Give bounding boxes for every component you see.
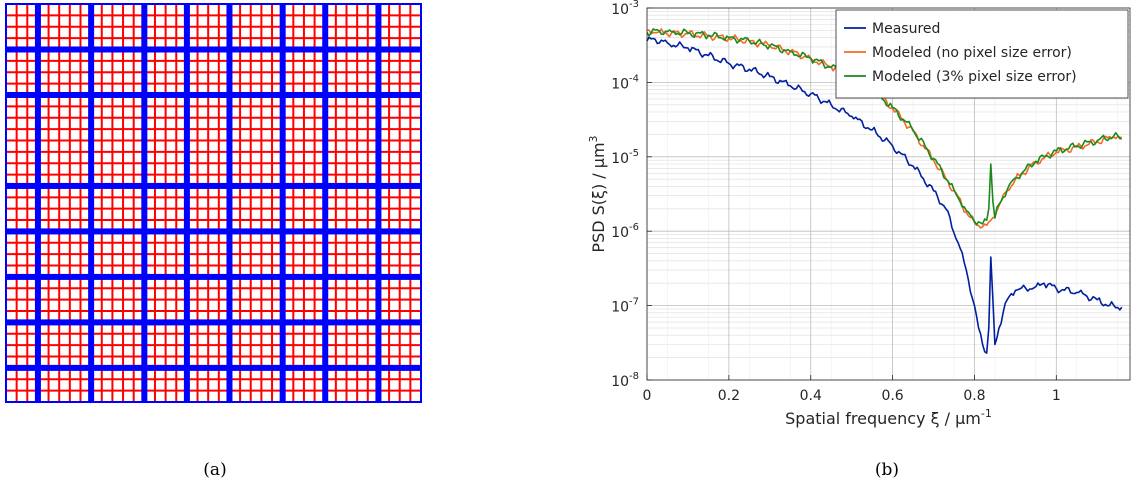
y-tick-labels: 10-8 10-7 10-6 10-5 10-4 10-3 (611, 0, 652, 390)
series-line (646, 36, 1123, 354)
pattern-coarse-vline (375, 4, 382, 402)
series-line (646, 28, 1122, 226)
y-axis-label-text: PSD S(ξ) / µm (589, 142, 608, 252)
y-tick-label: 10-6 (611, 222, 639, 241)
legend-box (835, 9, 1129, 99)
y-tick-label: 10-5 (611, 148, 639, 167)
pattern-coarse-hline (6, 182, 421, 189)
y-tick-label: 10-4 (611, 73, 639, 92)
pattern-coarse-vline (226, 4, 233, 402)
pattern-coarse-hline (6, 319, 421, 326)
pattern-coarse-vline (34, 4, 41, 402)
x-tick-label: 1 (1052, 388, 1061, 404)
grid-pattern-panel (5, 3, 422, 403)
pattern-coarse-hline (6, 273, 421, 280)
y-axis-label: PSD S(ξ) / µm3 (587, 135, 608, 252)
x-axis-label-sup: -1 (981, 407, 992, 420)
pattern-coarse-hline (6, 91, 421, 98)
pattern-coarse-hline (6, 364, 421, 371)
plot-frame (646, 7, 1131, 381)
caption-a: (a) (203, 460, 226, 480)
x-tick-labels: 0 0.2 0.4 0.6 0.8 1 (643, 375, 1061, 404)
pattern-coarse-vline (279, 4, 286, 402)
pattern-coarse-vline (183, 4, 190, 402)
pattern-coarse-hline (6, 46, 421, 53)
x-axis-label: Spatial frequency ξ / µm-1 (785, 407, 992, 428)
y-tick-label: 10-7 (611, 297, 639, 316)
y-tick-label: 10-8 (611, 371, 639, 390)
caption-b: (b) (875, 460, 899, 480)
x-tick-label: 0 (643, 388, 652, 404)
y-tick-label: 10-3 (611, 0, 639, 18)
pattern-coarse-vline (322, 4, 329, 402)
x-tick-label: 0.4 (800, 388, 822, 404)
x-tick-label: 0.8 (963, 388, 985, 404)
x-tick-label: 0.2 (718, 388, 740, 404)
x-tick-label: 0.6 (881, 388, 903, 404)
pattern-coarse-vline (88, 4, 95, 402)
legend-entry: Modeled (3% pixel size error) (872, 69, 1077, 85)
legend-entry: Measured (872, 21, 940, 37)
y-axis-label-sup: 3 (587, 135, 600, 142)
x-axis-label-text: Spatial frequency ξ / µm (785, 409, 981, 428)
pattern-coarse-vline (141, 4, 148, 402)
pattern-border (5, 3, 422, 403)
chart-legend: Measured Modeled (no pixel size error) Mod… (835, 9, 1129, 99)
pattern-coarse-hline (6, 228, 421, 235)
psd-chart: 0 0.2 0.4 0.6 0.8 1 10-810-710-610-510-410-3 … (587, 0, 1131, 428)
legend-entry: Modeled (no pixel size error) (872, 45, 1072, 61)
